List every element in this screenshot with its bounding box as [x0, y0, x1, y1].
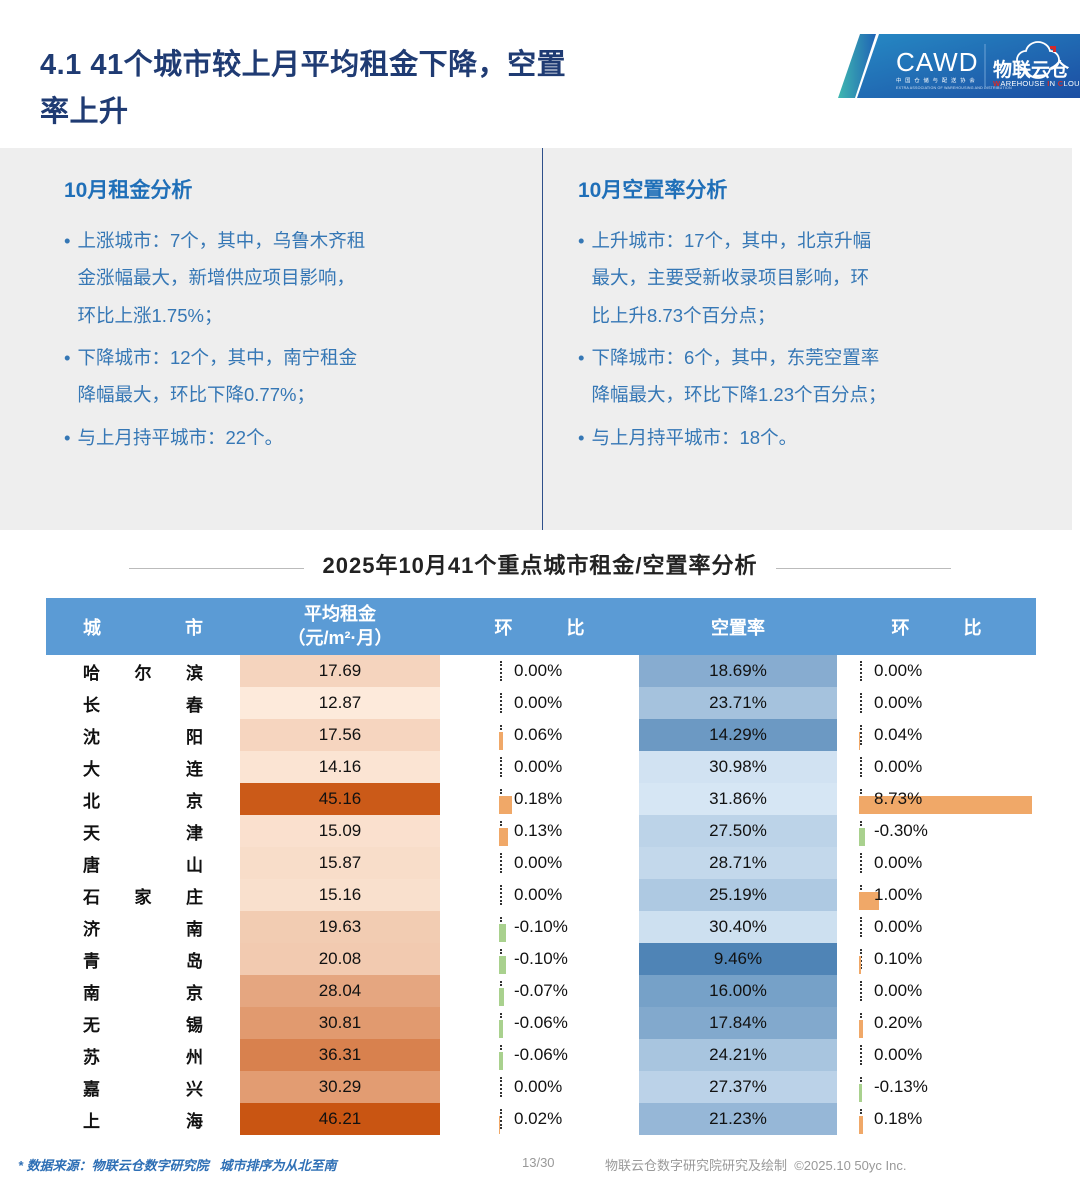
- svg-text:WAREHOUSE IN CLOUD: WAREHOUSE IN CLOUD: [993, 79, 1080, 88]
- svg-text:物联云仓: 物联云仓: [993, 58, 1070, 81]
- svg-text:CAWD: CAWD: [896, 47, 978, 77]
- svg-text:中 国 仓 储 与 配 送 协 会: 中 国 仓 储 与 配 送 协 会: [896, 76, 976, 84]
